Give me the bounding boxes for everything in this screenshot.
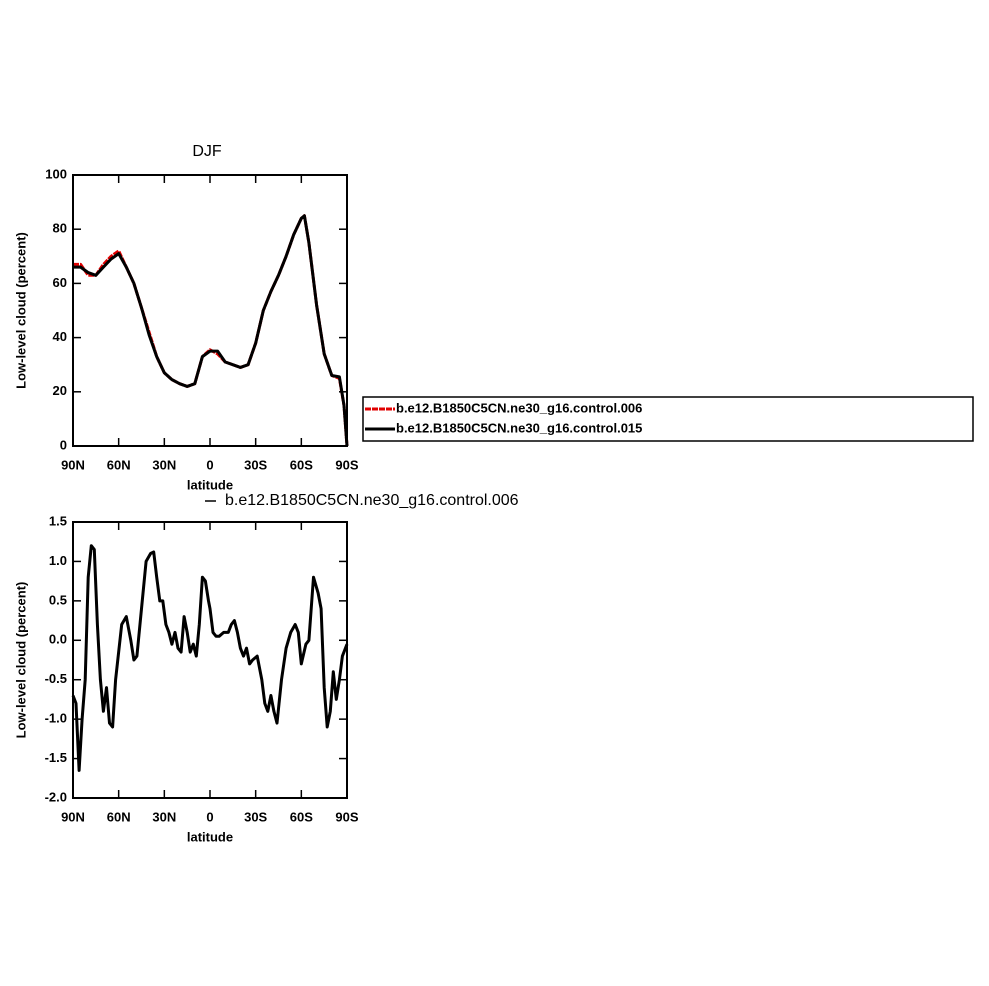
chart-title: DJF (192, 143, 222, 160)
x-tick-label: 30S (244, 457, 267, 472)
x-axis-label: latitude (187, 829, 233, 844)
x-axis-label: latitude (187, 477, 233, 492)
y-tick-label: 20 (53, 383, 67, 398)
y-tick-label: 0 (60, 437, 67, 452)
x-tick-label: 60S (290, 457, 313, 472)
y-tick-label: 0.5 (49, 592, 67, 607)
y-tick-label: -2.0 (45, 789, 67, 804)
y-tick-label: 0.0 (49, 632, 67, 647)
y-tick-label: -0.5 (45, 671, 67, 686)
y-tick-label: 80 (53, 221, 67, 236)
data-line (73, 214, 349, 447)
legend-box (362, 396, 974, 442)
x-tick-label: 90S (335, 457, 358, 472)
x-tick-label: 60S (290, 809, 313, 824)
data-line (71, 544, 349, 772)
y-tick-label: 1.5 (49, 513, 67, 528)
y-tick-label: 1.0 (49, 553, 67, 568)
x-tick-label: 90N (61, 809, 85, 824)
data-line (73, 214, 349, 447)
legend-label: b.e12.B1850C5CN.ne30_g16.control.006 (396, 400, 642, 415)
legend-label: b.e12.B1850C5CN.ne30_g16.control.015 (396, 420, 642, 435)
y-tick-label: -1.5 (45, 750, 67, 765)
x-tick-label: 60N (107, 457, 131, 472)
x-tick-label: 30S (244, 809, 267, 824)
x-tick-label: 90S (335, 809, 358, 824)
plot-frame (72, 521, 348, 799)
y-tick-label: 40 (53, 329, 67, 344)
x-tick-label: 60N (107, 809, 131, 824)
y-axis-label: Low-level cloud (percent) (13, 232, 28, 389)
y-axis-label: Low-level cloud (percent) (13, 582, 28, 739)
y-tick-label: 60 (53, 275, 67, 290)
y-tick-label: -1.0 (45, 711, 67, 726)
y-tick-label: 100 (45, 166, 67, 181)
x-tick-label: 90N (61, 457, 85, 472)
legend: b.e12.B1850C5CN.ne30_g16.control.006 b.e1… (362, 396, 974, 442)
x-tick-label: 30N (152, 809, 176, 824)
x-tick-label: 30N (152, 457, 176, 472)
legend-label: b.e12.B1850C5CN.ne30_g16.control.006 (225, 492, 519, 509)
x-tick-label: 0 (206, 809, 213, 824)
x-tick-label: 0 (206, 457, 213, 472)
